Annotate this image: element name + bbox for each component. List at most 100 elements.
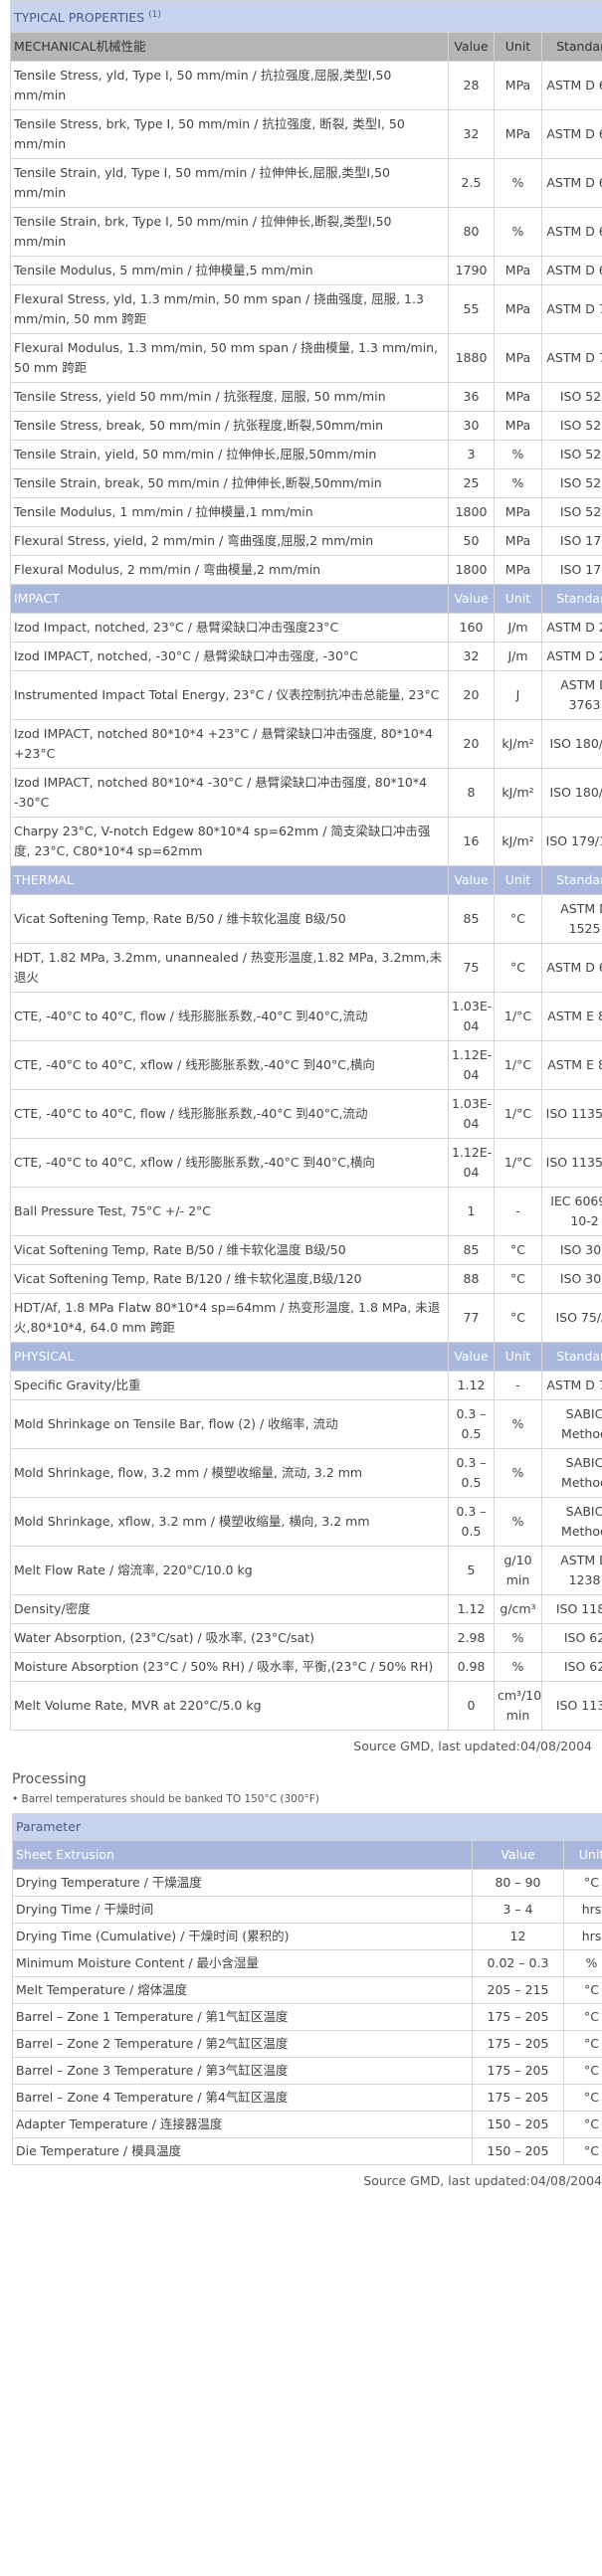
unit: °C — [494, 1293, 542, 1344]
standard: ASTM D 790 — [541, 333, 602, 384]
header-cell: Standard — [541, 865, 602, 896]
value: 1.12 — [448, 1594, 495, 1625]
unit: MPa — [494, 109, 542, 160]
unit: kJ/m² — [494, 719, 542, 770]
description: Mold Shrinkage, xflow, 3.2 mm / 模塑收缩量, 横… — [10, 1497, 449, 1548]
header-cell: PHYSICAL — [10, 1342, 449, 1373]
property-row: HDT, 1.82 MPa, 3.2mm, unannealed / 热变形温度… — [10, 943, 602, 994]
property-row: Melt Volume Rate, MVR at 220°C/5.0 kg 0 cm… — [10, 1681, 602, 1732]
value: 1 — [448, 1187, 495, 1237]
properties-table: TYPICAL PROPERTIES (1) MECHANICAL机械性能 Val… — [10, 0, 602, 1732]
description: Tensile Stress, yield 50 mm/min / 抗张程度, … — [10, 382, 449, 413]
standard: ISO 1183 — [541, 1594, 602, 1625]
header-cell: IMPACT — [10, 584, 449, 615]
processing-table: Parameter Sheet Extrusion Value Unit Drying… — [12, 1813, 602, 2166]
description: Izod IMPACT, notched 80*10*4 -30°C / 悬臂梁… — [10, 768, 449, 819]
property-row: Tensile Stress, yield 50 mm/min / 抗张程度, … — [10, 382, 602, 413]
value: 0.98 — [448, 1652, 495, 1683]
unit: g/10 min — [494, 1546, 542, 1596]
description: Mold Shrinkage, flow, 3.2 mm / 模塑收缩量, 流动… — [10, 1448, 449, 1499]
unit: °C — [563, 2030, 602, 2059]
description: HDT/Af, 1.8 MPa Flatw 80*10*4 sp=64mm / … — [10, 1293, 449, 1344]
value: 32 — [448, 109, 495, 160]
header-cell: Standard — [541, 1342, 602, 1373]
standard: ISO 527 — [541, 411, 602, 442]
header-cell: Unit — [563, 1840, 602, 1871]
processing-row: Drying Temperature / 干燥温度 80 – 90 °C — [12, 1869, 602, 1898]
unit: °C — [494, 943, 542, 994]
description: Specific Gravity/比重 — [10, 1371, 449, 1401]
property-row: Tensile Strain, yld, Type I, 50 mm/min /… — [10, 158, 602, 209]
value: 80 – 90 — [472, 1869, 564, 1898]
description: Izod IMPACT, notched 80*10*4 +23°C / 悬臂梁… — [10, 719, 449, 770]
processing-row: Barrel – Zone 3 Temperature / 第3气缸区温度 175… — [12, 2057, 602, 2086]
value: 175 – 205 — [472, 2003, 564, 2032]
parameter: Barrel – Zone 1 Temperature / 第1气缸区温度 — [12, 2003, 473, 2032]
unit: °C — [494, 1264, 542, 1295]
value: 85 — [448, 894, 495, 945]
standard: IEC 60695-10-2 — [541, 1187, 602, 1237]
unit: J — [494, 670, 542, 721]
header-cell: Unit — [494, 865, 542, 896]
description: CTE, -40°C to 40°C, xflow / 线形膨胀系数,-40°C… — [10, 1138, 449, 1189]
header-cell: Unit — [494, 32, 542, 63]
property-row: CTE, -40°C to 40°C, flow / 线形膨胀系数,-40°C … — [10, 992, 602, 1042]
processing-title: Processing — [12, 1771, 87, 1788]
standard: ISO 527 — [541, 468, 602, 499]
property-row: Flexural Stress, yield, 2 mm/min / 弯曲强度,… — [10, 526, 602, 557]
property-row: Vicat Softening Temp, Rate B/50 / 维卡软化温度… — [10, 1235, 602, 1266]
property-row: Izod IMPACT, notched 80*10*4 +23°C / 悬臂梁… — [10, 719, 602, 770]
unit: °C — [563, 2003, 602, 2032]
value: 1.03E-04 — [448, 992, 495, 1042]
unit: cm³/10 min — [494, 1681, 542, 1732]
unit: - — [494, 1371, 542, 1401]
value: 160 — [448, 613, 495, 644]
value: 1880 — [448, 333, 495, 384]
title-cell: TYPICAL PROPERTIES (1) — [10, 0, 602, 34]
property-row: Flexural Modulus, 2 mm/min / 弯曲模量,2 mm/m… — [10, 555, 602, 586]
value: 32 — [448, 642, 495, 672]
unit: °C — [563, 2057, 602, 2086]
unit: % — [494, 440, 542, 470]
header-cell: THERMAL — [10, 865, 449, 896]
parameter: Adapter Temperature / 连接器温度 — [12, 2111, 473, 2139]
unit: kJ/m² — [494, 768, 542, 819]
unit: MPa — [494, 382, 542, 413]
value: 0.02 – 0.3 — [472, 1949, 564, 1978]
title-note: (1) — [148, 10, 161, 20]
value: 175 – 205 — [472, 2057, 564, 2086]
property-row: Moisture Absorption (23°C / 50% RH) / 吸水… — [10, 1652, 602, 1683]
section-header: PHYSICALValueUnitStandard — [10, 1342, 602, 1373]
unit: °C — [563, 1869, 602, 1898]
value: 3 – 4 — [472, 1896, 564, 1925]
property-row: Mold Shrinkage, flow, 3.2 mm / 模塑收缩量, 流动… — [10, 1448, 602, 1499]
description: Instrumented Impact Total Energy, 23°C /… — [10, 670, 449, 721]
property-row: Tensile Strain, brk, Type I, 50 mm/min /… — [10, 207, 602, 258]
description: Flexural Stress, yld, 1.3 mm/min, 50 mm … — [10, 284, 449, 335]
value: 1790 — [448, 256, 495, 286]
value: 2.98 — [448, 1623, 495, 1654]
value: 50 — [448, 526, 495, 557]
unit: MPa — [494, 256, 542, 286]
property-row: Tensile Modulus, 1 mm/min / 拉伸模量,1 mm/mi… — [10, 497, 602, 528]
value: 28 — [448, 61, 495, 111]
description: CTE, -40°C to 40°C, flow / 线形膨胀系数,-40°C … — [10, 992, 449, 1042]
unit: MPa — [494, 284, 542, 335]
description: Charpy 23°C, V-notch Edgew 80*10*4 sp=62… — [10, 817, 449, 867]
section-header: IMPACTValueUnitStandard — [10, 584, 602, 615]
standard: ISO 178 — [541, 526, 602, 557]
standard: ASTM D 792 — [541, 1371, 602, 1401]
property-row: Flexural Modulus, 1.3 mm/min, 50 mm span… — [10, 333, 602, 384]
parameter: Minimum Moisture Content / 最小含湿量 — [12, 1949, 473, 1978]
parameter: Die Temperature / 模具温度 — [12, 2137, 473, 2166]
unit: % — [494, 1497, 542, 1548]
value: 3 — [448, 440, 495, 470]
description: CTE, -40°C to 40°C, xflow / 线形膨胀系数,-40°C… — [10, 1040, 449, 1091]
source: Source GMD, last updated:04/08/2004 — [353, 1739, 592, 1754]
unit: 1/°C — [494, 1138, 542, 1189]
value: 77 — [448, 1293, 495, 1344]
unit: % — [563, 1949, 602, 1978]
value: 20 — [448, 670, 495, 721]
standard: ISO 179/1eA — [541, 817, 602, 867]
property-row: Tensile Modulus, 5 mm/min / 拉伸模量,5 mm/mi… — [10, 256, 602, 286]
